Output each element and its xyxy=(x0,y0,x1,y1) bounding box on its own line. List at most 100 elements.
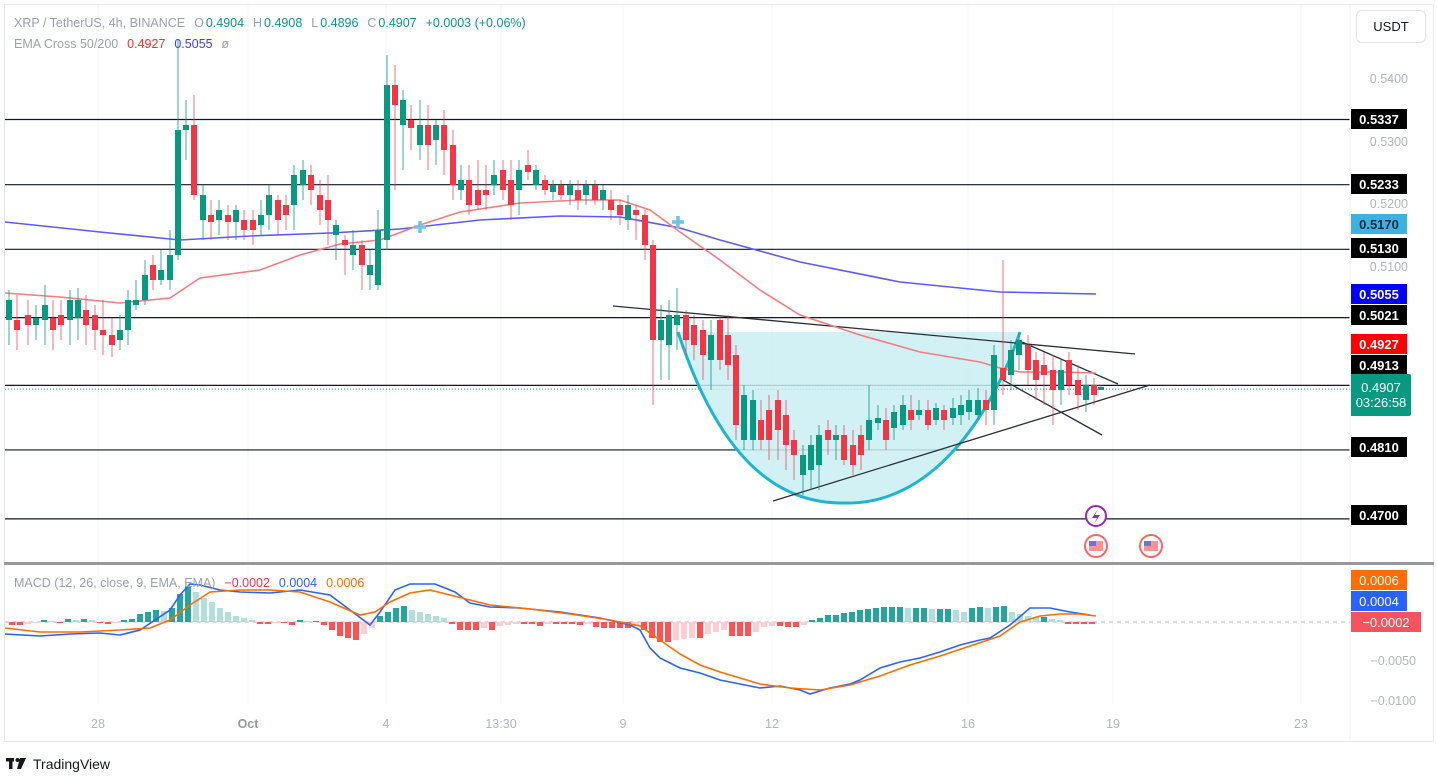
candle-up xyxy=(158,270,164,280)
candle-up xyxy=(367,265,373,275)
candle-down xyxy=(608,200,614,210)
macd-histogram-bar xyxy=(489,622,495,630)
macd-histogram-bar xyxy=(617,622,623,628)
macd-value-tag: 0.0004 xyxy=(1351,591,1407,611)
macd-histogram-bar xyxy=(585,622,591,624)
candle-down xyxy=(592,185,598,200)
candle-down xyxy=(109,335,115,345)
tradingview-logo-icon xyxy=(6,758,26,769)
macd-histogram-bar xyxy=(905,608,911,622)
candle-up xyxy=(433,125,439,140)
macd-histogram-bar xyxy=(577,622,583,625)
macd-histogram-bar xyxy=(857,610,863,622)
candle-down xyxy=(425,125,431,145)
candle-down xyxy=(542,180,548,190)
price-level-tag: 0.5337 xyxy=(1351,109,1407,129)
price-level-tag: 0.5021 xyxy=(1351,305,1407,325)
price-level-tag: 0.4810 xyxy=(1351,437,1407,457)
price-level-tag: 0.4700 xyxy=(1351,505,1407,525)
candle-down xyxy=(441,125,447,150)
price-level-tag: 0.4927 xyxy=(1351,334,1407,354)
candle-up xyxy=(708,335,714,360)
macd-histogram-bar xyxy=(713,622,719,632)
macd-histogram-bar xyxy=(25,622,31,624)
macd-histogram-bar xyxy=(665,622,671,642)
candle-up xyxy=(833,435,839,440)
candle-down xyxy=(683,315,689,340)
macd-histogram-bar xyxy=(929,609,935,622)
tradingview-logo[interactable]: TradingView xyxy=(6,756,110,772)
symbol-title: XRP / TetherUS, 4h, BINANCE xyxy=(14,16,186,30)
macd-histogram-bar xyxy=(681,622,687,639)
macd-histogram-bar xyxy=(337,622,343,636)
macd-histogram-bar xyxy=(705,622,711,634)
candle-down xyxy=(650,245,656,340)
candle-up xyxy=(583,185,589,195)
macd-histogram-bar xyxy=(433,616,439,622)
candle-down xyxy=(408,120,414,128)
macd-histogram-bar xyxy=(865,609,871,622)
macd-legend[interactable]: MACD (12, 26, close, 9, EMA, EMA) −0.000… xyxy=(14,576,366,590)
pane-divider[interactable] xyxy=(4,562,1434,565)
macd-histogram-bar xyxy=(505,622,511,625)
macd-histogram-bar xyxy=(113,622,119,623)
macd-histogram-bar xyxy=(825,615,831,622)
candle-up xyxy=(167,255,173,280)
candle-down xyxy=(725,335,731,365)
currency-button[interactable]: USDT xyxy=(1356,10,1426,43)
candle-up xyxy=(375,230,381,285)
candle-down xyxy=(633,210,639,215)
candle-up xyxy=(1058,370,1064,390)
cup-pattern-fill xyxy=(678,332,1020,504)
candle-up xyxy=(891,412,897,428)
macd-line xyxy=(4,583,1091,695)
macd-histogram-bar xyxy=(633,622,639,626)
candle-down xyxy=(317,195,323,210)
candle-down xyxy=(766,410,772,440)
candle-up xyxy=(42,305,48,320)
macd-histogram-bar xyxy=(417,612,423,622)
macd-histogram-bar xyxy=(41,620,47,622)
candle-up xyxy=(125,300,131,330)
macd-histogram-bar xyxy=(649,622,655,638)
candle-down xyxy=(1033,360,1039,380)
macd-histogram-bar xyxy=(305,621,311,622)
macd-histogram-bar xyxy=(281,622,287,623)
time-tick: 4 xyxy=(382,717,390,731)
candle-up xyxy=(658,320,664,340)
candle-down xyxy=(1041,365,1047,375)
candle-up xyxy=(1016,340,1022,355)
candle-down xyxy=(941,410,947,420)
candle-up xyxy=(1083,385,1089,400)
macd-histogram-bar xyxy=(369,622,375,628)
macd-histogram-bar xyxy=(289,622,295,625)
macd-histogram-bar xyxy=(889,607,895,622)
macd-histogram-bar xyxy=(689,622,695,638)
ema-legend[interactable]: EMA Cross 50/200 0.4927 0.5055 ø xyxy=(14,37,231,51)
candle-up xyxy=(866,420,872,440)
candle-down xyxy=(483,190,489,195)
macd-histogram-bar xyxy=(769,622,775,626)
macd-histogram-bar xyxy=(1073,622,1079,624)
candle-down xyxy=(575,190,581,200)
macd-value-tag: 0.0006 xyxy=(1351,570,1407,590)
macd-histogram-bar xyxy=(377,616,383,622)
candle-down xyxy=(241,220,247,230)
macd-histogram-bar xyxy=(937,609,943,622)
macd-histogram-bar xyxy=(969,608,975,622)
candle-up xyxy=(417,125,423,145)
macd-histogram-bar xyxy=(449,622,455,624)
macd-histogram-bar xyxy=(601,622,607,628)
macd-histogram-bar xyxy=(345,622,351,638)
macd-legend-label: MACD (12, 26, close, 9, EMA, EMA) xyxy=(14,576,216,590)
candle-up xyxy=(1008,350,1014,375)
macd-histogram-bar xyxy=(521,622,527,624)
macd-histogram-bar xyxy=(425,614,431,622)
candle-down xyxy=(1066,360,1072,385)
macd-histogram-bar xyxy=(1089,622,1095,624)
candle-up xyxy=(533,170,539,185)
candle-up xyxy=(674,315,680,325)
candle-up xyxy=(950,408,956,418)
close-label: C xyxy=(367,16,377,30)
